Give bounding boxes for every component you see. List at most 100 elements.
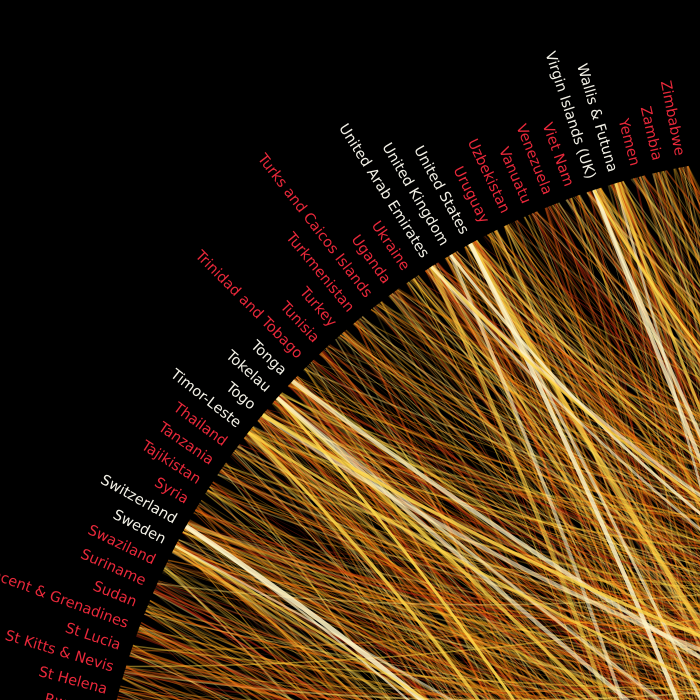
link [220, 469, 695, 700]
link [273, 401, 556, 700]
link [566, 199, 700, 355]
link [210, 485, 683, 700]
link [372, 307, 700, 618]
link [503, 226, 700, 407]
link [370, 309, 700, 451]
link [184, 526, 477, 700]
link [618, 182, 700, 443]
link [222, 467, 700, 606]
link [230, 455, 440, 700]
link [243, 436, 700, 692]
link [304, 368, 507, 700]
link [139, 626, 477, 700]
link [276, 398, 519, 700]
link [416, 274, 700, 609]
link [249, 429, 589, 700]
link [506, 225, 700, 452]
link [377, 303, 700, 415]
link [339, 334, 700, 513]
link [453, 252, 659, 700]
strong-link [430, 265, 700, 498]
link [373, 306, 700, 566]
link [450, 254, 700, 469]
link [514, 221, 700, 495]
link [389, 294, 700, 558]
link [598, 188, 700, 364]
link [260, 416, 478, 700]
link [222, 466, 700, 669]
link [233, 451, 457, 700]
link [248, 430, 535, 700]
link [468, 243, 677, 700]
link [137, 631, 571, 700]
link [556, 202, 700, 319]
link [132, 647, 700, 671]
link [474, 241, 700, 516]
link [185, 525, 501, 700]
link [341, 333, 700, 519]
link [429, 267, 700, 683]
link [312, 360, 538, 700]
link [391, 293, 700, 443]
link [234, 450, 700, 598]
link [195, 508, 700, 696]
link [432, 265, 700, 648]
link [173, 548, 700, 692]
strong-link [430, 265, 700, 502]
link [289, 383, 700, 545]
link [124, 671, 700, 700]
link [195, 508, 428, 700]
link [187, 522, 648, 700]
link [185, 526, 700, 633]
link [428, 267, 700, 444]
link [263, 412, 526, 700]
link [182, 531, 462, 700]
link [222, 467, 616, 700]
link [415, 276, 700, 641]
link [486, 234, 700, 436]
link [445, 257, 683, 700]
link [266, 409, 700, 618]
link [212, 481, 700, 650]
link [320, 351, 647, 700]
link [456, 250, 629, 700]
link [209, 486, 496, 700]
link [494, 230, 700, 651]
link [361, 316, 700, 578]
link [184, 527, 509, 700]
link [295, 377, 700, 618]
link [131, 605, 700, 652]
link [534, 212, 700, 551]
link [353, 322, 676, 700]
link [207, 489, 476, 700]
link [184, 528, 378, 700]
link [236, 447, 504, 700]
node-label: Zambia [637, 105, 665, 162]
strong-link [184, 524, 427, 700]
link [183, 531, 443, 700]
link [295, 377, 700, 521]
strong-link [247, 431, 700, 684]
link [578, 195, 700, 506]
link [177, 540, 346, 700]
link [392, 292, 700, 476]
link [353, 322, 700, 502]
link [343, 331, 691, 700]
link [494, 230, 700, 440]
link [353, 323, 700, 661]
link [546, 207, 700, 419]
link [619, 181, 700, 479]
link [329, 344, 700, 527]
link [336, 337, 592, 700]
link [551, 204, 700, 361]
link [296, 376, 700, 507]
link [263, 413, 685, 700]
link [427, 267, 700, 531]
link [247, 433, 700, 548]
link [276, 398, 700, 651]
link [178, 539, 593, 700]
link [123, 621, 700, 677]
link [184, 528, 700, 623]
link [474, 240, 700, 384]
